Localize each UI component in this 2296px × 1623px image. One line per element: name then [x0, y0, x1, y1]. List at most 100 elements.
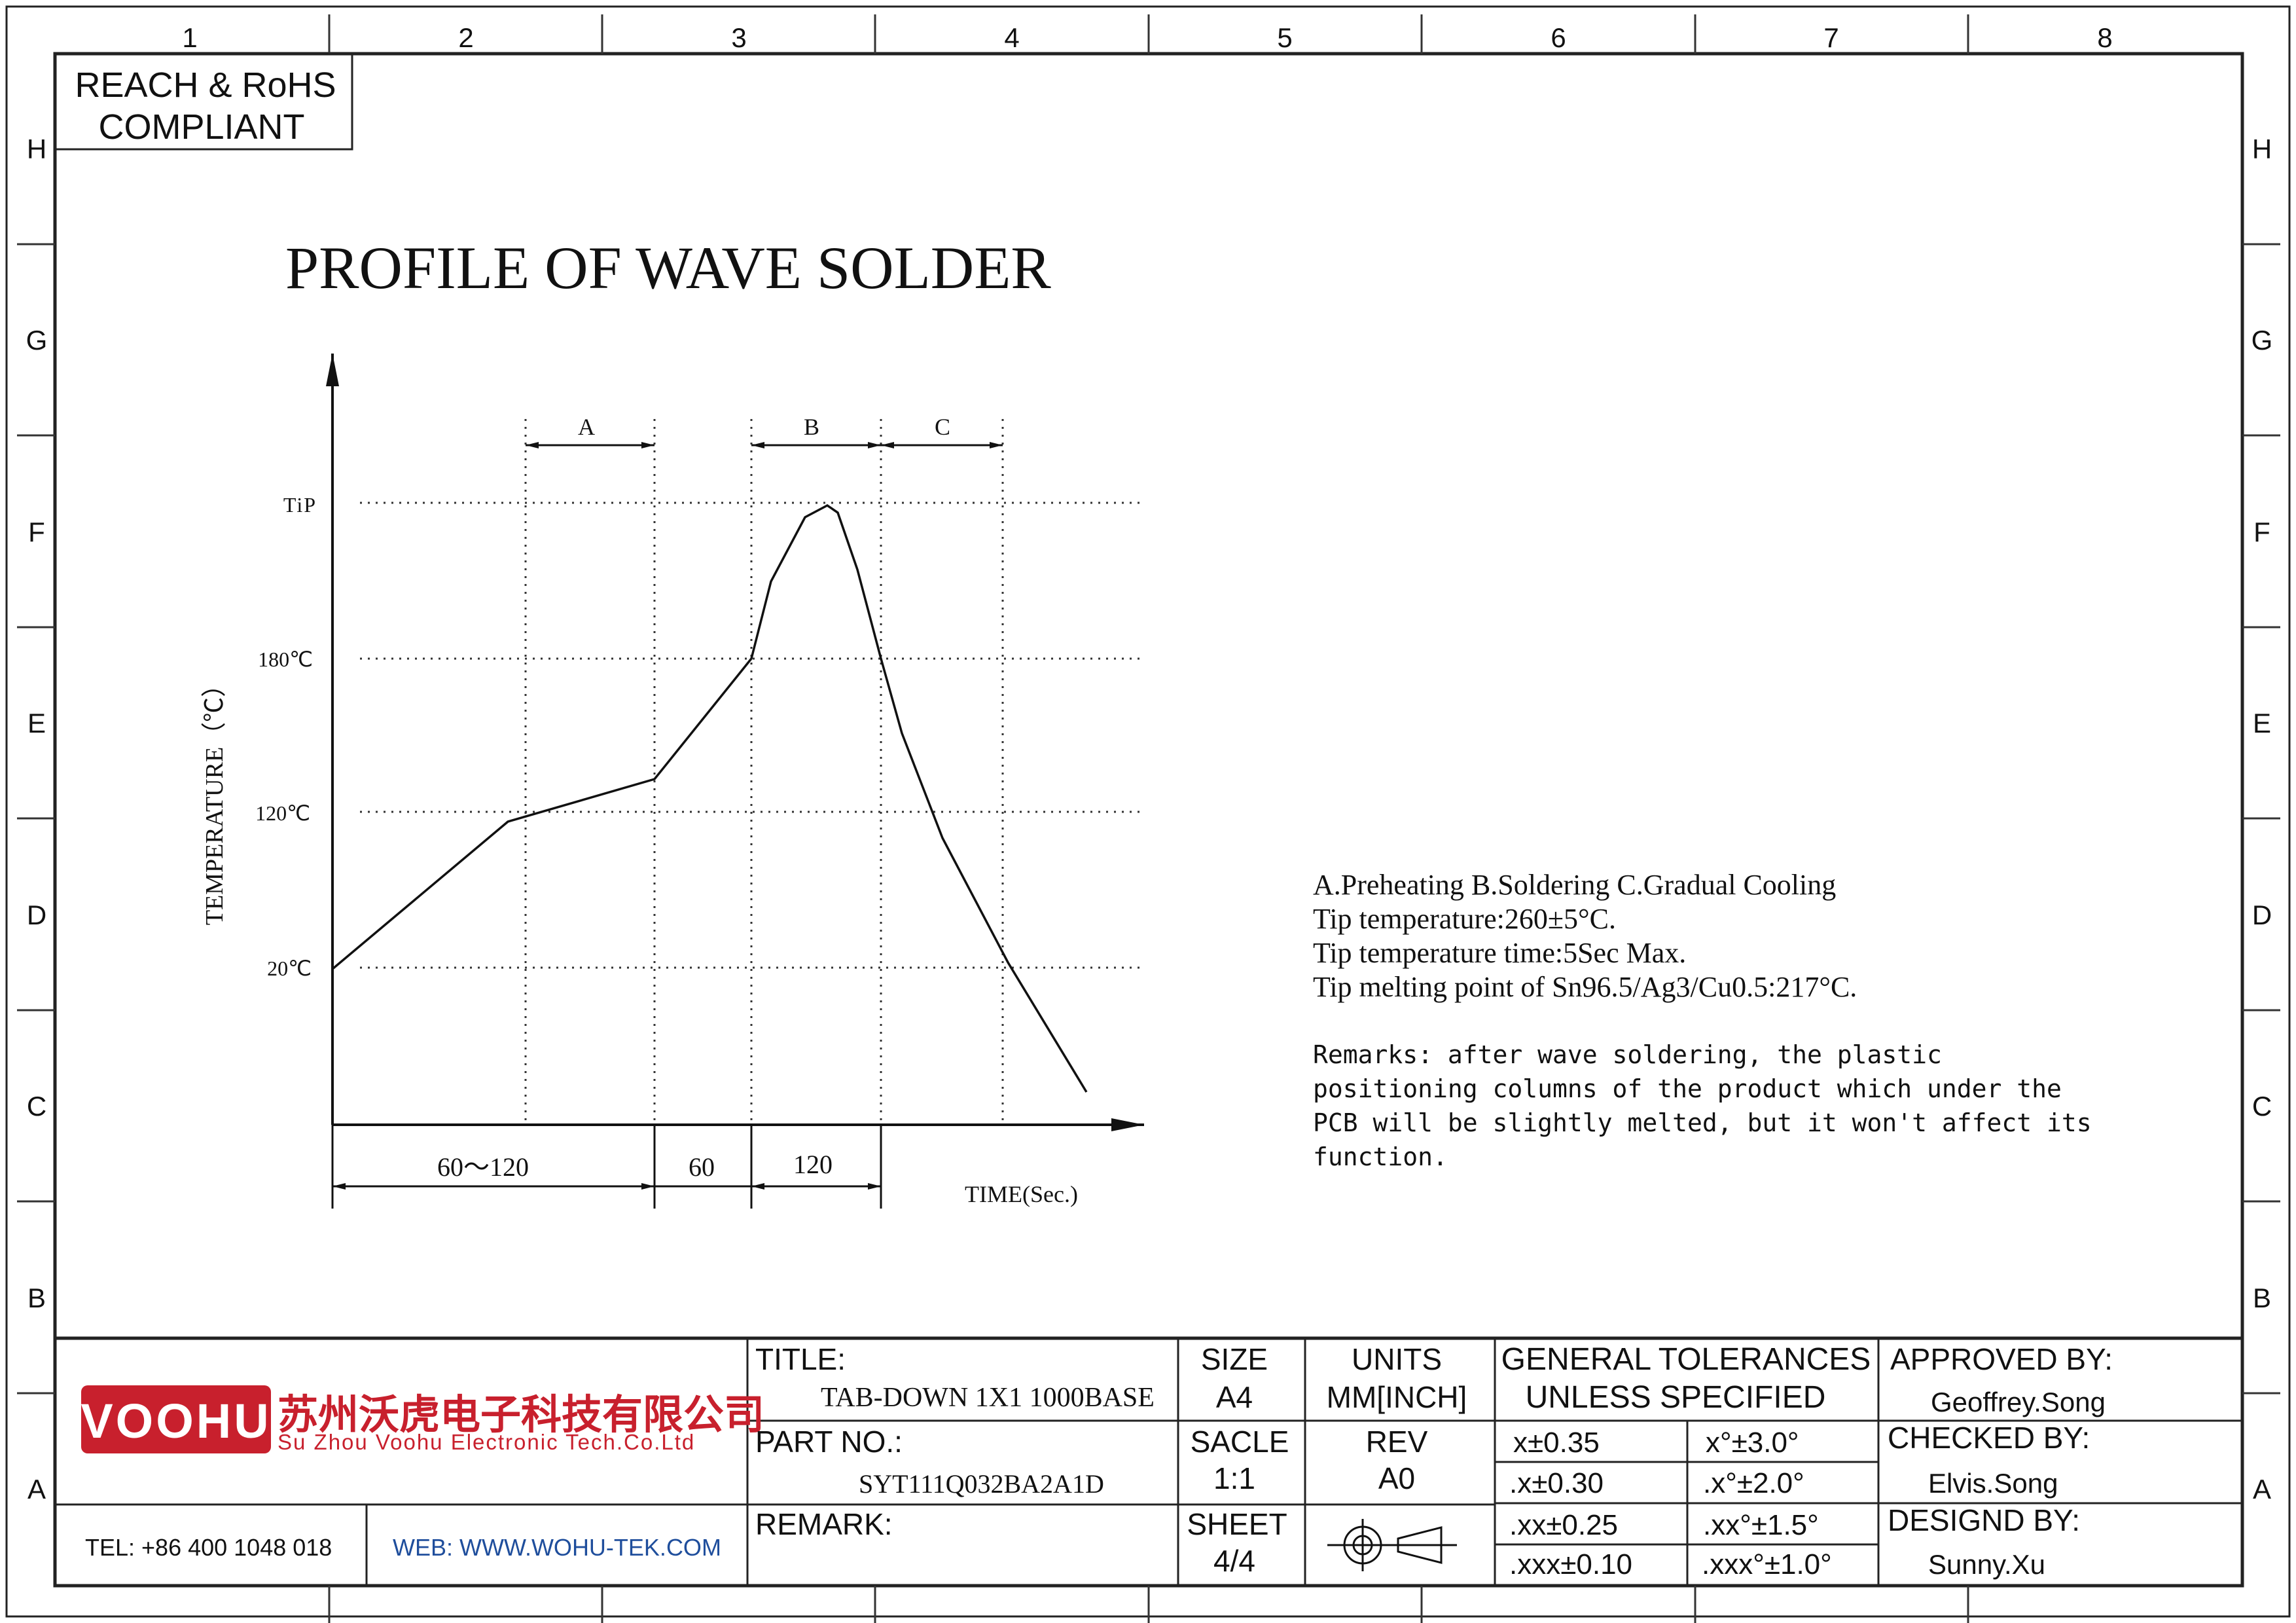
- designed-value: Sunny.Xu: [1928, 1549, 2045, 1580]
- process-notes: A.Preheating B.Soldering C.Gradual Cooli…: [1313, 869, 1857, 1003]
- zone-labels-chart: A B C: [578, 414, 950, 440]
- zone-a-label: A: [578, 414, 595, 440]
- title-fields: TITLE: TAB-DOWN 1X1 1000BASE PART NO.: S…: [755, 1342, 1155, 1541]
- zone-col-7: 7: [1823, 22, 1839, 53]
- zone-row-a-right: A: [2253, 1474, 2271, 1504]
- remarks-block: Remarks: after wave soldering, the plast…: [1313, 1040, 2092, 1171]
- rev-value: A0: [1378, 1461, 1415, 1495]
- y-axis-label: TEMPERATURE（℃）: [201, 672, 228, 925]
- duration-soldering: 120: [793, 1150, 833, 1179]
- remarks-line-1: Remarks: after wave soldering, the plast…: [1313, 1040, 1942, 1069]
- part-no-value: SYT111Q032BA2A1D: [859, 1469, 1104, 1499]
- drawing-title: PROFILE OF WAVE SOLDER: [285, 234, 1051, 301]
- zone-col-5: 5: [1277, 22, 1292, 53]
- checked-value: Elvis.Song: [1928, 1468, 2058, 1499]
- zone-row-b-right: B: [2253, 1283, 2271, 1313]
- tol-linear-3: .xxx±0.10: [1509, 1548, 1632, 1580]
- remarks-line-4: function.: [1313, 1142, 1448, 1171]
- chart-grid: [360, 419, 1145, 1123]
- designed-label: DESIGND BY:: [1888, 1503, 2080, 1537]
- duration-labels: 60～120 60 120: [437, 1150, 833, 1182]
- company-tel: TEL: +86 400 1048 018: [85, 1534, 332, 1561]
- sheet-value: 4/4: [1213, 1544, 1255, 1578]
- tol-angular-3: .xxx°±1.0°: [1702, 1548, 1832, 1580]
- x-axis-label: TIME(Sec.): [965, 1181, 1078, 1207]
- note-tip-time: Tip temperature time:5Sec Max.: [1313, 937, 1686, 969]
- zone-row-f-right: F: [2253, 517, 2270, 547]
- tol-linear-2: .xx±0.25: [1509, 1509, 1618, 1541]
- zone-row-g-left: G: [26, 325, 48, 356]
- approved-value: Geoffrey.Song: [1931, 1387, 2106, 1417]
- company-logo: [81, 1385, 271, 1453]
- y-tick-tip: TiP: [283, 493, 317, 517]
- note-tip-temp: Tip temperature:260±5°C.: [1313, 903, 1616, 935]
- company-logo-text: VOOHU: [81, 1394, 271, 1448]
- note-legend: A.Preheating B.Soldering C.Gradual Cooli…: [1313, 869, 1836, 901]
- title-value: TAB-DOWN 1X1 1000BASE: [821, 1383, 1155, 1413]
- y-tick-20: 20℃: [267, 957, 312, 980]
- zone-row-c-left: C: [27, 1091, 46, 1122]
- approval-block: APPROVED BY: Geoffrey.Song CHECKED BY: E…: [1888, 1342, 2113, 1580]
- compliance-box: REACH & RoHS COMPLIANT: [54, 52, 353, 151]
- y-tick-180: 180℃: [258, 647, 313, 671]
- zone-row-c-right: C: [2252, 1091, 2272, 1122]
- y-tick-120: 120℃: [255, 801, 310, 825]
- compliance-line-2: COMPLIANT: [98, 107, 304, 147]
- scale-label: SACLE: [1191, 1425, 1289, 1459]
- approved-label: APPROVED BY:: [1890, 1342, 2113, 1376]
- zone-labels: 1 2 3 4 5 6 7 8 H G F E D C B A H G F E …: [26, 22, 2273, 1504]
- zone-row-h-right: H: [2252, 134, 2272, 164]
- units-value: MM[INCH]: [1327, 1380, 1467, 1414]
- zone-row-d-right: D: [2252, 900, 2272, 930]
- remark-label: REMARK:: [755, 1507, 893, 1541]
- zone-row-d-left: D: [27, 900, 46, 930]
- company-block: VOOHU 苏州沃虎电子科技有限公司 Su Zhou Voohu Electro…: [81, 1385, 764, 1561]
- title-label: TITLE:: [755, 1342, 846, 1376]
- zone-row-h-left: H: [27, 134, 46, 164]
- part-no-label: PART NO.:: [755, 1425, 903, 1459]
- company-name-en: Su Zhou Voohu Electronic Tech.Co.Ltd: [278, 1430, 695, 1454]
- zone-ticks: [17, 14, 2280, 1623]
- tolerance-block: GENERAL TOLERANCES UNLESS SPECIFIED x±0.…: [1501, 1342, 1871, 1580]
- tolerance-title-1: GENERAL TOLERANCES: [1501, 1342, 1871, 1377]
- size-label: SIZE: [1201, 1342, 1268, 1376]
- zone-col-6: 6: [1551, 22, 1566, 53]
- zone-row-a-left: A: [27, 1474, 46, 1504]
- zone-col-1: 1: [182, 22, 197, 53]
- temperature-profile-line: [331, 503, 1088, 1093]
- units-label: UNITS: [1352, 1342, 1442, 1376]
- tol-linear-1: .x±0.30: [1509, 1467, 1604, 1499]
- title-block: [55, 1336, 2242, 1586]
- remarks-line-3: PCB will be slightly melted, but it won'…: [1313, 1108, 2092, 1137]
- zone-row-e-right: E: [2253, 708, 2271, 739]
- duration-ramp: 60: [689, 1152, 715, 1182]
- sheet-info: SIZE A4 SACLE 1:1 SHEET 4/4 UNITS MM[INC…: [1187, 1342, 1467, 1578]
- zone-b-label: B: [804, 414, 819, 440]
- scale-value: 1:1: [1213, 1461, 1255, 1495]
- checked-label: CHECKED BY:: [1888, 1421, 2090, 1455]
- compliance-line-1: REACH & RoHS: [75, 65, 336, 105]
- tol-angular-2: .xx°±1.5°: [1703, 1509, 1819, 1541]
- y-tick-labels: TiP 180℃ 120℃ 20℃: [255, 493, 317, 980]
- zone-row-b-left: B: [27, 1283, 46, 1313]
- tolerance-title-2: UNLESS SPECIFIED: [1526, 1380, 1826, 1415]
- zone-col-4: 4: [1004, 22, 1019, 53]
- zone-col-3: 3: [731, 22, 746, 53]
- zone-col-8: 8: [2097, 22, 2112, 53]
- solder-profile-chart: TiP 180℃ 120℃ 20℃ TEMPERATURE（℃） A B C: [201, 354, 1145, 1209]
- zone-row-e-left: E: [27, 708, 46, 739]
- size-value: A4: [1216, 1380, 1253, 1414]
- tol-linear-0: x±0.35: [1513, 1427, 1600, 1459]
- note-melting: Tip melting point of Sn96.5/Ag3/Cu0.5:21…: [1313, 971, 1857, 1003]
- company-name-cn: 苏州沃虎电子科技有限公司: [278, 1393, 764, 1438]
- duration-preheat: 60～120: [437, 1152, 529, 1182]
- zone-row-g-right: G: [2251, 325, 2273, 356]
- remarks-line-2: positioning columns of the product which…: [1313, 1074, 2062, 1103]
- sheet-label: SHEET: [1187, 1507, 1287, 1541]
- company-web[interactable]: WEB: WWW.WOHU-TEK.COM: [393, 1534, 721, 1561]
- tol-angular-1: .x°±2.0°: [1703, 1467, 1804, 1499]
- rev-label: REV: [1366, 1425, 1428, 1459]
- zone-c-label: C: [935, 414, 950, 440]
- tol-angular-0: x°±3.0°: [1706, 1427, 1799, 1459]
- zone-row-f-left: F: [28, 517, 45, 547]
